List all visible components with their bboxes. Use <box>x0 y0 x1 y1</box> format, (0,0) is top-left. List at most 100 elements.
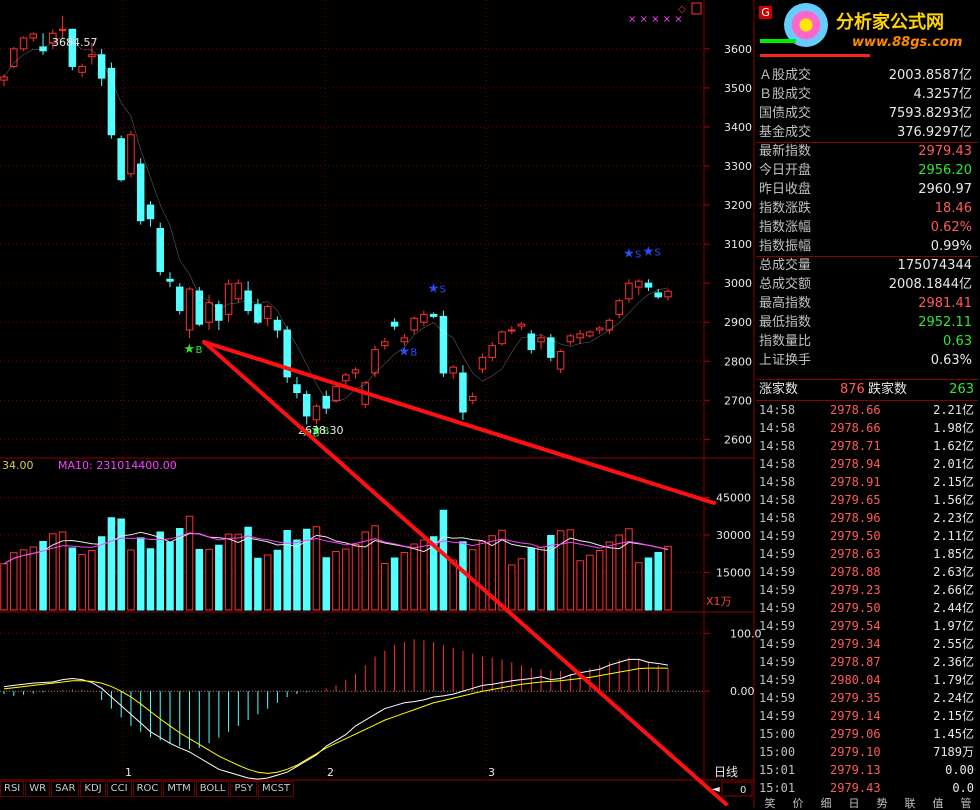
nav-item[interactable]: 笑 <box>764 797 776 810</box>
tick-row[interactable]: 15:01 2979.43 0.0 <box>756 779 978 797</box>
tick-row[interactable]: 14:59 2978.87 2.36亿 <box>756 653 978 671</box>
tab-wr[interactable]: WR <box>25 781 51 797</box>
candle-body[interactable] <box>234 282 243 300</box>
volume-bar[interactable] <box>517 558 526 611</box>
tick-row[interactable]: 14:59 2979.50 2.44亿 <box>756 599 978 617</box>
candle-body[interactable] <box>156 228 164 272</box>
candle-body[interactable] <box>224 283 233 315</box>
volume-bar[interactable] <box>176 528 184 611</box>
candle-body[interactable] <box>107 67 116 136</box>
nav-item[interactable]: 联 <box>904 797 916 810</box>
volume-bar[interactable] <box>508 564 516 611</box>
candle-body[interactable] <box>322 395 330 409</box>
volume-bar[interactable] <box>117 518 125 611</box>
candle-body[interactable] <box>254 304 262 323</box>
candle-body[interactable] <box>634 280 643 288</box>
volume-bar[interactable] <box>361 531 370 611</box>
candle-body[interactable] <box>478 356 487 370</box>
volume-bar[interactable] <box>390 557 399 611</box>
candle-body[interactable] <box>615 300 623 315</box>
volume-bar[interactable] <box>29 546 38 611</box>
volume-bar[interactable] <box>410 543 418 611</box>
candle-body[interactable] <box>371 349 379 374</box>
volume-bar[interactable] <box>166 541 174 611</box>
tick-row[interactable]: 14:58 2978.96 2.23亿 <box>756 509 978 527</box>
volume-bar[interactable] <box>254 557 262 611</box>
volume-bar[interactable] <box>400 552 409 611</box>
candle-body[interactable] <box>332 386 340 401</box>
tick-row[interactable]: 14:59 2978.63 1.85亿 <box>756 545 978 563</box>
candle-body[interactable] <box>429 313 438 317</box>
volume-bar[interactable] <box>215 544 223 611</box>
volume-bar[interactable] <box>88 550 96 611</box>
volume-bar[interactable] <box>293 539 301 611</box>
volume-bar[interactable] <box>576 560 584 611</box>
volume-bar[interactable] <box>312 526 321 611</box>
nav-item[interactable]: 势 <box>876 797 888 810</box>
tick-row[interactable]: 14:58 2978.91 2.15亿 <box>756 473 978 491</box>
candle-body[interactable] <box>439 315 448 374</box>
period-label[interactable]: 日线 <box>714 765 738 779</box>
candle-body[interactable] <box>166 278 174 282</box>
tick-row[interactable]: 14:58 2978.71 1.62亿 <box>756 437 978 455</box>
tab-mtm[interactable]: MTM <box>163 781 195 797</box>
candle-body[interactable] <box>293 384 301 394</box>
nav-item[interactable]: 细 <box>820 797 832 810</box>
volume-bar[interactable] <box>351 544 360 611</box>
volume-bar[interactable] <box>634 562 643 611</box>
candle-body[interactable] <box>644 282 653 288</box>
volume-bar[interactable] <box>420 539 428 611</box>
candle-body[interactable] <box>488 345 496 358</box>
volume-bar[interactable] <box>195 549 204 611</box>
volume-bar[interactable] <box>19 549 28 611</box>
candle-body[interactable] <box>195 290 204 325</box>
candle-body[interactable] <box>654 292 662 298</box>
tick-row[interactable]: 15:00 2979.06 1.45亿 <box>756 725 978 743</box>
candle-body[interactable] <box>312 405 321 421</box>
candle-body[interactable] <box>625 282 633 300</box>
volume-bar[interactable] <box>429 536 438 611</box>
candle-body[interactable] <box>244 290 252 312</box>
brand-url[interactable]: www.88gs.com <box>852 35 963 50</box>
tab-boll[interactable]: BOLL <box>195 781 230 797</box>
tick-row[interactable]: 15:00 2979.10 7189万 <box>756 743 978 761</box>
candlestick-series[interactable] <box>0 15 672 425</box>
volume-bar[interactable] <box>136 537 145 611</box>
volume-bar[interactable] <box>49 533 57 611</box>
candle-body[interactable] <box>556 351 565 370</box>
tab-mcst[interactable]: MCST <box>257 781 295 797</box>
volume-bar[interactable] <box>478 540 487 611</box>
candle-body[interactable] <box>576 333 584 339</box>
candle-body[interactable] <box>381 341 389 347</box>
volume-bar[interactable] <box>302 528 311 611</box>
tick-row[interactable]: 14:59 2979.54 1.97亿 <box>756 617 978 635</box>
candle-body[interactable] <box>19 37 28 50</box>
volume-bar[interactable] <box>459 541 467 611</box>
volume-bar[interactable] <box>605 541 614 611</box>
volume-bar[interactable] <box>97 536 106 611</box>
candle-body[interactable] <box>664 290 672 298</box>
g-badge[interactable]: G <box>759 6 772 19</box>
candle-body[interactable] <box>351 369 360 374</box>
volume-bar[interactable] <box>498 529 506 611</box>
volume-bar[interactable] <box>556 530 565 611</box>
volume-bar[interactable] <box>595 550 604 611</box>
window-icon[interactable] <box>691 2 702 15</box>
volume-bar[interactable] <box>273 549 282 611</box>
candle-body[interactable] <box>459 372 467 413</box>
candle-body[interactable] <box>185 288 194 331</box>
tick-row[interactable]: 14:58 2978.94 2.01亿 <box>756 455 978 473</box>
volume-bar[interactable] <box>664 545 672 611</box>
tick-row[interactable]: 14:58 2978.66 1.98亿 <box>756 419 978 437</box>
tab-psy[interactable]: PSY <box>230 781 257 797</box>
candle-body[interactable] <box>273 319 282 331</box>
tick-row[interactable]: 14:58 2978.66 2.21亿 <box>756 401 978 419</box>
volume-bar[interactable] <box>488 535 496 611</box>
volume-bars[interactable] <box>0 509 672 611</box>
candle-body[interactable] <box>10 48 18 67</box>
volume-bar[interactable] <box>283 530 291 611</box>
candle-body[interactable] <box>410 317 418 331</box>
volume-bar[interactable] <box>449 559 457 611</box>
candle-body[interactable] <box>537 337 545 343</box>
volume-bar[interactable] <box>58 531 67 611</box>
